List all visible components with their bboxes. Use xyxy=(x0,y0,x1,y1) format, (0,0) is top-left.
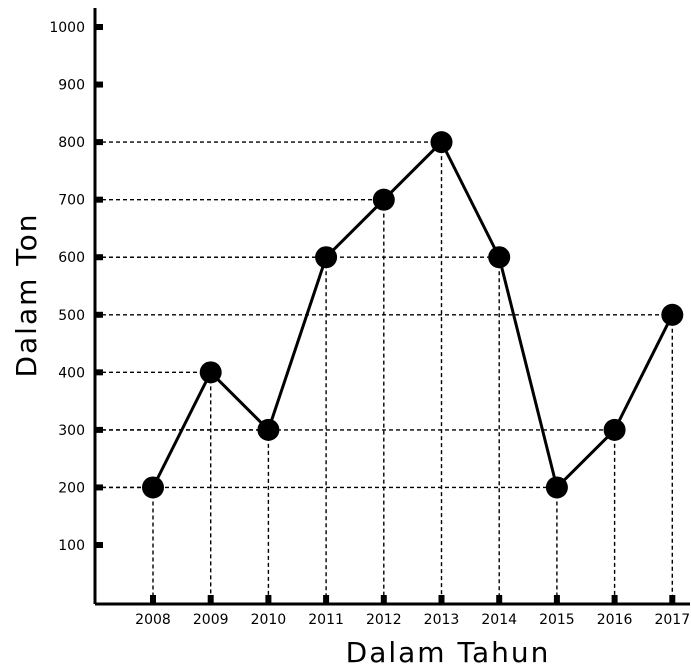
data-point xyxy=(372,188,395,211)
x-tick-mark xyxy=(611,595,618,604)
y-axis-title: Dalam Ton xyxy=(10,212,43,377)
y-tick-mark xyxy=(94,81,103,88)
y-tick-mark xyxy=(94,254,103,261)
x-tick-label: 2015 xyxy=(539,612,575,628)
y-tick-label: 300 xyxy=(58,423,85,439)
y-tick-mark xyxy=(94,426,103,433)
data-point xyxy=(142,476,164,499)
x-tick-mark xyxy=(669,595,676,604)
x-tick-label: 2014 xyxy=(481,612,517,628)
y-tick-mark xyxy=(94,139,103,146)
x-tick-label: 2008 xyxy=(135,612,171,628)
y-tick-label: 1000 xyxy=(49,20,85,36)
axes xyxy=(93,8,690,606)
data-points xyxy=(142,131,684,499)
data-point xyxy=(488,246,511,269)
y-ticks: 100 200 300 400 500 600 700 800 900 1000 xyxy=(49,20,103,554)
series-line xyxy=(151,140,674,489)
x-tick-label: 2017 xyxy=(654,612,690,628)
y-tick-label: 200 xyxy=(58,480,85,496)
y-tick-label: 500 xyxy=(58,308,85,324)
x-ticks: 2008 2009 2010 2011 2012 2013 2014 2015 2016 2017 xyxy=(135,595,690,628)
x-tick-label: 2012 xyxy=(366,612,402,628)
y-tick-mark xyxy=(94,311,103,318)
guide-lines xyxy=(95,141,673,604)
y-tick-label: 100 xyxy=(58,538,85,554)
data-point xyxy=(199,361,222,384)
data-point xyxy=(661,303,684,326)
y-tick-label: 900 xyxy=(58,78,85,94)
data-point xyxy=(430,131,453,154)
x-tick-mark xyxy=(207,595,214,604)
x-axis-title: Dalam Tahun xyxy=(346,636,551,666)
x-tick-mark xyxy=(496,595,503,604)
data-point xyxy=(257,418,280,441)
y-tick-mark xyxy=(94,484,103,491)
y-tick-label: 800 xyxy=(58,135,85,151)
x-tick-mark xyxy=(150,595,156,604)
x-tick-mark xyxy=(553,595,560,604)
x-tick-mark xyxy=(323,595,330,604)
x-tick-label: 2010 xyxy=(251,612,287,628)
y-tick-mark xyxy=(94,542,103,548)
y-tick-mark xyxy=(94,369,103,376)
y-tick-label: 600 xyxy=(58,250,85,266)
data-point xyxy=(545,476,568,499)
y-tick-mark xyxy=(94,196,103,203)
x-tick-label: 2013 xyxy=(424,612,460,628)
y-tick-label: 400 xyxy=(58,365,85,381)
x-tick-label: 2016 xyxy=(597,612,633,628)
y-tick-label: 700 xyxy=(58,193,85,209)
data-point xyxy=(603,418,626,441)
x-tick-mark xyxy=(265,595,272,604)
x-tick-label: 2009 xyxy=(193,612,229,628)
y-tick-mark xyxy=(94,24,103,30)
x-tick-label: 2011 xyxy=(308,612,344,628)
x-tick-mark xyxy=(438,595,445,604)
data-point xyxy=(315,246,338,269)
x-tick-mark xyxy=(380,595,387,604)
